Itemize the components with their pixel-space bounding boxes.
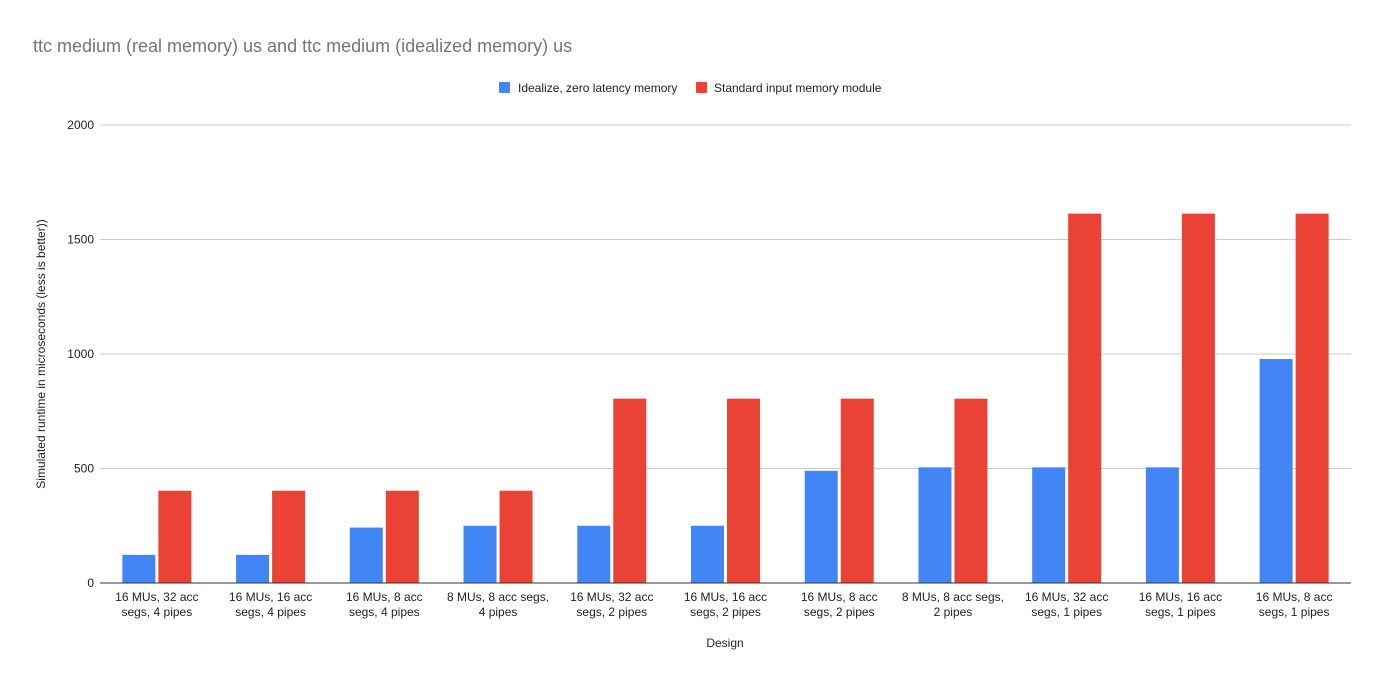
x-category-label: 16 MUs, 32 acc: [570, 590, 653, 604]
x-category-label: segs, 1 pipes: [1145, 605, 1216, 619]
x-category-label: 4 pipes: [479, 605, 518, 619]
bar-series-2: [727, 398, 760, 583]
x-category-label: 16 MUs, 8 acc: [801, 590, 878, 604]
bar-series-2: [1068, 213, 1102, 584]
x-category-label: 16 MUs, 32 acc: [115, 590, 198, 604]
x-category-label: 8 MUs, 8 acc segs,: [902, 590, 1004, 604]
bar-series-1: [1032, 467, 1066, 583]
legend: Idealize, zero latency memory Standard i…: [499, 81, 882, 95]
bar-series-1: [463, 525, 497, 583]
bar-series-1: [804, 470, 838, 583]
y-tick-label: 2000: [67, 118, 94, 132]
x-category-label: segs, 1 pipes: [1259, 605, 1330, 619]
gridlines: [100, 124, 1351, 469]
bar-series-1: [577, 525, 611, 583]
bar-series-1: [236, 554, 270, 583]
bar-series-2: [954, 398, 988, 583]
bar-series-1: [349, 527, 383, 583]
x-category-label: segs, 2 pipes: [690, 605, 761, 619]
bar-series-1: [122, 554, 156, 583]
bar-series-2: [385, 490, 419, 583]
bars: [122, 213, 1329, 584]
legend-label-idealized: Idealize, zero latency memory: [518, 81, 677, 95]
bar-series-1: [691, 525, 724, 583]
y-tick-label: 1000: [67, 347, 94, 361]
bar-series-2: [158, 490, 192, 583]
x-category-label: 16 MUs, 8 acc: [346, 590, 423, 604]
y-tick-label: 1500: [67, 233, 94, 247]
x-category-label: 16 MUs, 8 acc: [1256, 590, 1333, 604]
x-category-label: segs, 1 pipes: [1031, 605, 1102, 619]
x-category-label: 16 MUs, 16 acc: [229, 590, 312, 604]
bar-series-1: [1259, 359, 1293, 583]
y-tick-label: 0: [87, 576, 94, 590]
bar-series-2: [1181, 213, 1215, 584]
x-category-label: 8 MUs, 8 acc segs,: [447, 590, 549, 604]
x-category-label: segs, 4 pipes: [349, 605, 420, 619]
bar-series-2: [272, 490, 306, 583]
y-tick-labels: 0 500 1000 1500 2000: [67, 118, 94, 590]
bar-series-2: [613, 398, 647, 583]
bar-series-2: [840, 398, 874, 583]
x-category-label: 16 MUs, 16 acc: [684, 590, 767, 604]
bar-series-2: [1295, 213, 1329, 584]
x-category-label: 16 MUs, 16 acc: [1139, 590, 1222, 604]
y-tick-label: 500: [74, 462, 94, 476]
x-category-label: 16 MUs, 32 acc: [1025, 590, 1108, 604]
x-category-label: segs, 4 pipes: [235, 605, 306, 619]
legend-label-standard: Standard input memory module: [714, 81, 882, 95]
bar-series-1: [918, 467, 952, 583]
x-category-label: segs, 4 pipes: [122, 605, 193, 619]
y-axis-label: Simulated runtime in microseconds (less …: [34, 219, 48, 488]
legend-swatch-standard: [696, 82, 707, 93]
x-axis-label: Design: [706, 636, 743, 650]
x-category-label: segs, 2 pipes: [804, 605, 875, 619]
bar-series-2: [499, 490, 533, 583]
legend-swatch-idealized: [499, 82, 510, 93]
bar-series-1: [1145, 467, 1179, 583]
x-category-label: segs, 2 pipes: [576, 605, 647, 619]
x-category-label: 2 pipes: [934, 605, 973, 619]
chart-title: ttc medium (real memory) us and ttc medi…: [33, 36, 572, 56]
